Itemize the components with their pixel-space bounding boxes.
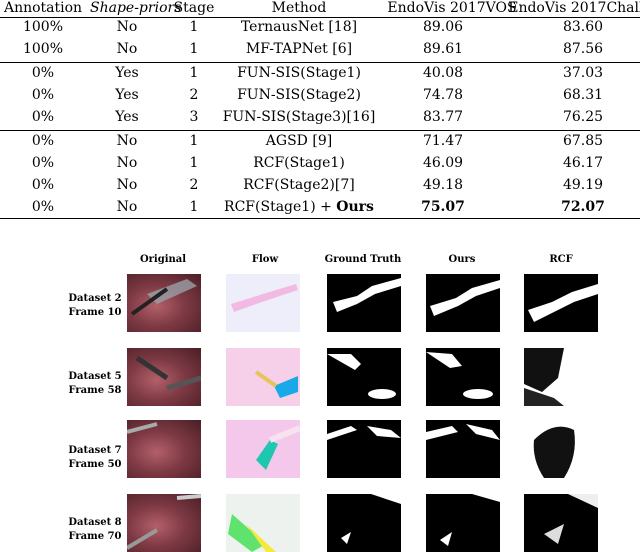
cell-stage: 1 <box>189 41 199 57</box>
cell-endovis-vos: 83.77 <box>422 109 464 125</box>
row-label-4: Dataset 8 Frame 70 <box>68 517 122 542</box>
cell-stage: 1 <box>189 199 199 215</box>
cell-annotation: 0% <box>31 177 55 193</box>
cell-shape-priors: Yes <box>115 87 139 103</box>
method-prefix: RCF(Stage1) + <box>224 199 337 215</box>
cell-method: TernausNet [18] <box>240 19 358 35</box>
cell-shape-priors: No <box>116 41 138 57</box>
cell-method: RCF(Stage1) <box>253 155 345 171</box>
column-label-original: Original <box>139 254 187 265</box>
image-original-ds5 <box>127 348 201 406</box>
image-ground-truth-ds7 <box>327 420 401 478</box>
cell-stage: 1 <box>189 65 199 81</box>
cell-annotation: 0% <box>31 199 55 215</box>
cell-shape-priors: No <box>116 155 138 171</box>
image-ours-ds2 <box>426 274 500 332</box>
cell-shape-priors: No <box>116 177 138 193</box>
cell-annotation: 0% <box>31 87 55 103</box>
image-ground-truth-ds8 <box>327 494 401 552</box>
cell-annotation: 0% <box>31 155 55 171</box>
header-method: Method <box>271 0 327 16</box>
cell-annotation: 0% <box>31 65 55 81</box>
image-rcf-ds2 <box>524 274 598 332</box>
cell-stage: 1 <box>189 133 199 149</box>
cell-endovis-challenge: 87.56 <box>562 41 604 57</box>
cell-endovis-vos: 89.61 <box>422 41 464 57</box>
header-annotation: Annotation <box>3 0 83 16</box>
image-rcf-ds7 <box>524 420 598 478</box>
cell-method: FUN-SIS(Stage2) <box>237 87 361 103</box>
image-ground-truth-ds5 <box>327 348 401 406</box>
image-original-ds2 <box>127 274 201 332</box>
cell-annotation: 0% <box>31 109 55 125</box>
image-flow-ds2 <box>226 274 300 332</box>
cell-endovis-challenge: 72.07 <box>561 199 605 215</box>
group-rule-1 <box>0 62 640 63</box>
bottom-rule <box>0 218 640 219</box>
cell-annotation: 0% <box>31 133 55 149</box>
cell-endovis-challenge: 83.60 <box>562 19 604 35</box>
cell-stage: 1 <box>189 155 199 171</box>
cell-method: FUN-SIS(Stage1) <box>237 65 361 81</box>
cell-stage: 3 <box>189 109 199 125</box>
cell-endovis-vos: 46.09 <box>422 155 464 171</box>
cell-method: RCF(Stage1) + Ours <box>214 199 384 215</box>
row-label-2: Dataset 5 Frame 58 <box>68 371 122 396</box>
cell-stage: 2 <box>189 87 199 103</box>
cell-method: MF-TAPNet [6] <box>245 41 353 57</box>
image-flow-ds8 <box>226 494 300 552</box>
column-label-ground-truth: Ground Truth <box>324 254 402 265</box>
header-shape-priors: Shape-priors <box>90 0 182 16</box>
cell-endovis-vos: 75.07 <box>421 199 465 215</box>
cell-method: RCF(Stage2)[7] <box>243 177 355 193</box>
image-ours-ds7 <box>426 420 500 478</box>
cell-annotation: 100% <box>22 41 64 57</box>
cell-endovis-challenge: 37.03 <box>562 65 604 81</box>
cell-endovis-vos: 49.18 <box>422 177 464 193</box>
qualitative-figure: Original Flow Ground Truth Ours RCF Data… <box>0 248 640 552</box>
image-rcf-ds8 <box>524 494 598 552</box>
image-ours-ds5 <box>426 348 500 406</box>
image-rcf-ds5 <box>524 348 598 406</box>
cell-shape-priors: Yes <box>115 109 139 125</box>
cell-endovis-vos: 40.08 <box>422 65 464 81</box>
header-stage: Stage <box>173 0 215 16</box>
cell-endovis-vos: 89.06 <box>422 19 464 35</box>
cell-method: AGSD [9] <box>265 133 333 149</box>
cell-stage: 2 <box>189 177 199 193</box>
column-label-rcf: RCF <box>549 254 573 265</box>
row-label-3: Dataset 7 Frame 50 <box>68 445 122 470</box>
image-flow-ds7 <box>226 420 300 478</box>
image-flow-ds5 <box>226 348 300 406</box>
header-endovis-challenge: EndoVis 2017Challe <box>508 0 640 16</box>
row-label-1: Dataset 2 Frame 10 <box>68 293 122 318</box>
image-original-ds8 <box>127 494 201 552</box>
column-label-flow: Flow <box>251 254 279 265</box>
image-ground-truth-ds2 <box>327 274 401 332</box>
cell-shape-priors: Yes <box>115 65 139 81</box>
cell-shape-priors: No <box>116 19 138 35</box>
group-rule-2 <box>0 130 640 131</box>
column-label-ours: Ours <box>448 254 476 265</box>
method-ours: Ours <box>336 199 374 215</box>
cell-annotation: 100% <box>22 19 64 35</box>
image-ours-ds8 <box>426 494 500 552</box>
cell-shape-priors: No <box>116 133 138 149</box>
cell-stage: 1 <box>189 19 199 35</box>
cell-method: FUN-SIS(Stage3)[16] <box>222 109 376 125</box>
header-endovis-vos: EndoVis 2017VOS <box>387 0 517 16</box>
cell-endovis-challenge: 46.17 <box>562 155 604 171</box>
cell-endovis-challenge: 76.25 <box>562 109 604 125</box>
cell-endovis-vos: 74.78 <box>422 87 464 103</box>
cell-endovis-vos: 71.47 <box>422 133 464 149</box>
cell-endovis-challenge: 49.19 <box>562 177 604 193</box>
image-original-ds7 <box>127 420 201 478</box>
cell-endovis-challenge: 67.85 <box>562 133 604 149</box>
header-rule <box>0 17 640 18</box>
cell-endovis-challenge: 68.31 <box>562 87 604 103</box>
cell-shape-priors: No <box>116 199 138 215</box>
